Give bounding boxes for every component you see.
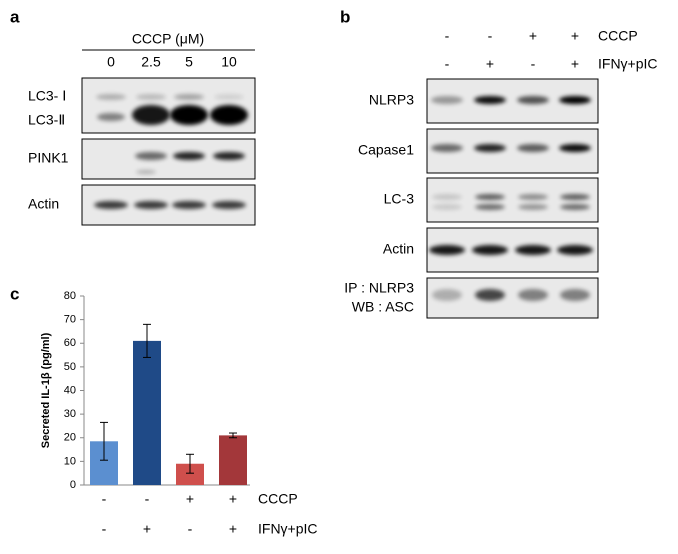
treatment-label: CCCP (μM) [132, 31, 204, 47]
sign: - [145, 491, 150, 507]
band [475, 204, 505, 210]
sign: + [571, 56, 579, 72]
error-bar [186, 453, 194, 474]
band [559, 96, 591, 104]
lane-label: 5 [185, 54, 193, 70]
band [560, 194, 590, 200]
band [172, 201, 206, 209]
band [474, 96, 506, 104]
blot-label: Actin [383, 241, 414, 257]
bar [133, 340, 161, 485]
blot-label: IP : NLRP3 [344, 280, 414, 296]
blot-label: PINK1 [28, 150, 69, 166]
y-tick-label: 70 [64, 314, 76, 326]
bar [219, 435, 247, 485]
sign: - [531, 56, 536, 72]
y-tick-label: 30 [64, 408, 76, 420]
band [518, 194, 548, 200]
error-bar [229, 432, 237, 439]
band [135, 152, 167, 160]
blot-label: LC-3 [384, 191, 415, 207]
y-axis-label: Secreted IL-1β (pg/ml) [40, 332, 52, 448]
band [432, 194, 462, 200]
y-tick-label: 20 [64, 432, 76, 444]
condition-label: IFNγ+pIC [258, 521, 318, 537]
lane-label: 2.5 [141, 54, 161, 70]
panel-label: b [340, 7, 350, 26]
band [515, 245, 551, 255]
sign: + [229, 491, 237, 507]
condition-label: CCCP [258, 491, 298, 507]
band [210, 105, 248, 125]
condition-label: IFNγ+pIC [598, 56, 658, 72]
bar [176, 463, 204, 485]
band [475, 289, 505, 301]
band [132, 105, 170, 125]
band [517, 144, 549, 152]
band [518, 204, 548, 210]
sign: - [102, 491, 107, 507]
lane-label: 10 [221, 54, 237, 70]
blot-label: WB : ASC [352, 299, 414, 315]
band [517, 96, 549, 104]
band [97, 113, 125, 121]
band [432, 204, 462, 210]
band [96, 94, 126, 100]
band [475, 194, 505, 200]
sign: + [229, 521, 237, 537]
y-tick-label: 40 [64, 384, 76, 396]
band [432, 289, 462, 301]
band [170, 105, 208, 125]
band [431, 144, 463, 152]
band [429, 245, 465, 255]
y-tick-label: 0 [70, 479, 76, 491]
sign: - [102, 521, 107, 537]
band [474, 144, 506, 152]
band [174, 94, 204, 100]
sign: + [529, 28, 537, 44]
error-bar [143, 323, 151, 358]
band [560, 204, 590, 210]
blot-label: Actin [28, 196, 59, 212]
band [560, 289, 590, 301]
band [518, 289, 548, 301]
blot-label: Capase1 [358, 142, 414, 158]
sign: - [445, 56, 450, 72]
y-tick-label: 10 [64, 455, 76, 467]
lane-label: 0 [107, 54, 115, 70]
y-tick-label: 80 [64, 290, 76, 302]
sign: + [186, 491, 194, 507]
sign: - [445, 28, 450, 44]
band [136, 170, 156, 174]
blot-frame [426, 177, 599, 223]
blot-label: LC3- Ⅰ [28, 88, 66, 104]
sign: - [188, 521, 193, 537]
y-tick-label: 60 [64, 337, 76, 349]
band [214, 94, 244, 100]
band [559, 144, 591, 152]
band [136, 94, 166, 100]
condition-label: CCCP [598, 28, 638, 44]
sign: + [486, 56, 494, 72]
blot-label: LC3-Ⅱ [28, 112, 65, 128]
panel-label: c [10, 284, 19, 303]
band [213, 152, 245, 160]
band [557, 245, 593, 255]
panel-label: a [10, 7, 20, 26]
band [212, 201, 246, 209]
band [134, 201, 168, 209]
sign: - [488, 28, 493, 44]
band [472, 245, 508, 255]
error-bar [100, 421, 108, 461]
sign: + [571, 28, 579, 44]
blot-label: NLRP3 [369, 92, 414, 108]
band [431, 96, 463, 104]
band [173, 152, 205, 160]
y-tick-label: 50 [64, 361, 76, 373]
sign: + [143, 521, 151, 537]
band [94, 201, 128, 209]
